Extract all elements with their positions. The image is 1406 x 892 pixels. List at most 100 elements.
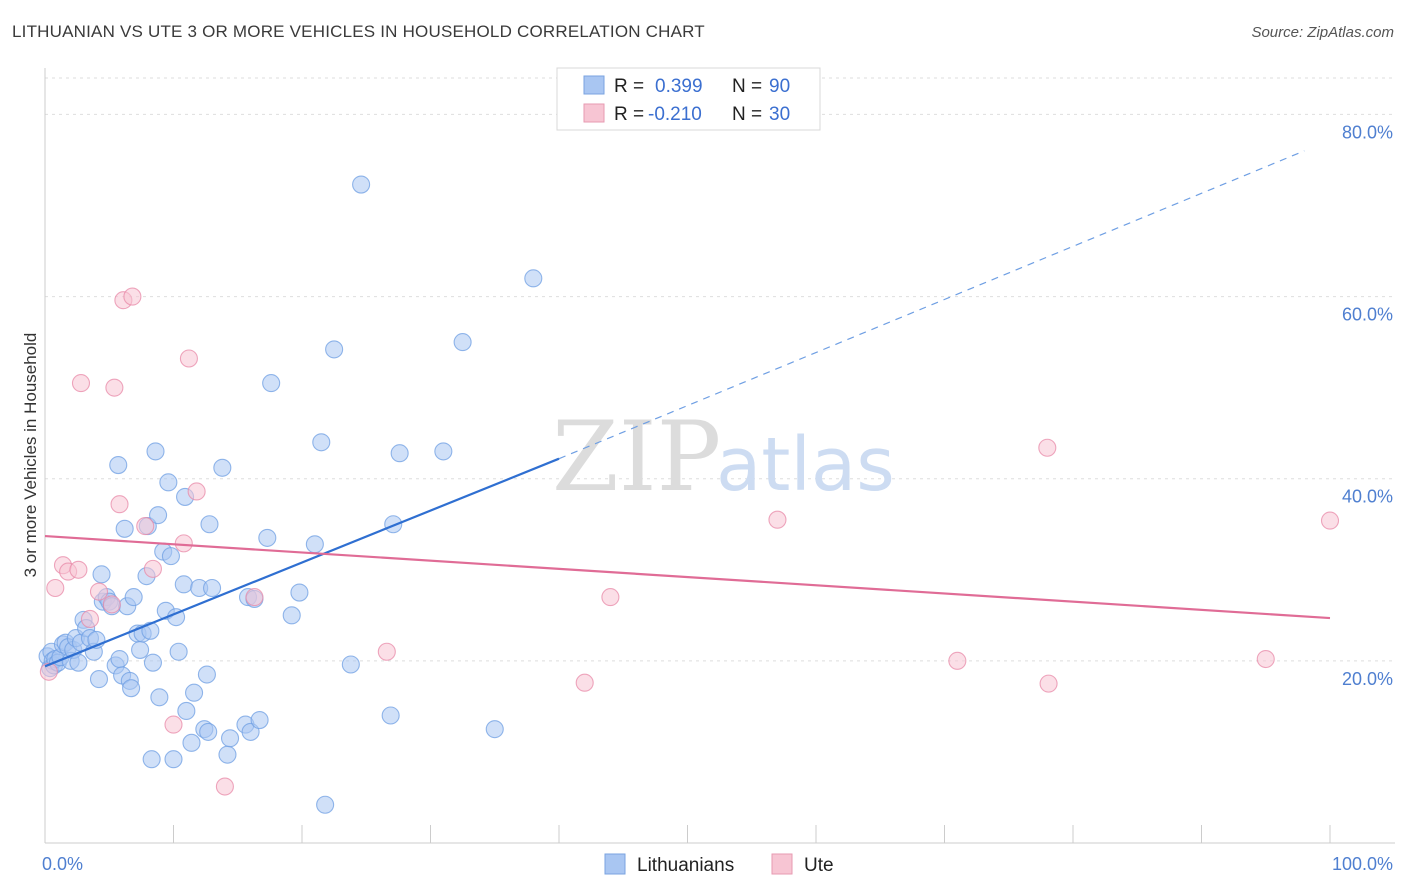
data-point [213, 458, 232, 477]
data-point [174, 575, 193, 594]
gridlines [45, 77, 1395, 662]
bottom-legend: Lithuanians Ute [604, 853, 834, 876]
data-point [258, 528, 277, 547]
data-point [143, 653, 162, 672]
data-point [485, 720, 504, 739]
data-point [102, 595, 121, 614]
legend-r-label-1: R = [614, 76, 644, 97]
data-point [312, 433, 331, 452]
data-point [182, 733, 201, 752]
data-point [89, 670, 109, 689]
watermark-zip: ZIP [552, 401, 721, 513]
chart-title: LITHUANIAN VS UTE 3 OR MORE VEHICLES IN … [12, 22, 705, 41]
trend-lines [44, 150, 1331, 668]
data-point [453, 333, 472, 352]
y-tick-label: 20.0% [1342, 669, 1393, 689]
data-point [143, 559, 162, 578]
axes [44, 68, 1395, 844]
data-point [146, 442, 165, 461]
data-point [1256, 649, 1275, 669]
data-point [124, 588, 143, 607]
data-point [948, 651, 967, 670]
legend: R = 0.399 N = 90 R = -0.210 N = 30 [556, 67, 821, 131]
data-point [316, 795, 335, 814]
data-point [46, 578, 65, 598]
data-point [218, 745, 237, 764]
data-point [325, 340, 344, 359]
data-point [341, 655, 360, 674]
source-credit: Source: ZipAtlas.com [1251, 24, 1394, 41]
data-point [215, 777, 234, 796]
y-tick-label: 40.0% [1342, 487, 1393, 507]
data-point [601, 588, 620, 607]
data-point [179, 349, 198, 368]
data-point [142, 750, 161, 769]
watermark-atlas: atlas [716, 422, 895, 508]
legend-r-label-2: R = [614, 104, 644, 125]
data-point [575, 673, 594, 692]
y-tick-labels: 20.0% 40.0% 60.0% 80.0% [1342, 122, 1393, 688]
data-point [136, 517, 155, 536]
bottom-legend-swatch-lithuanians [604, 853, 626, 875]
y-tick-label: 80.0% [1342, 122, 1393, 142]
y-tick-label: 60.0% [1342, 305, 1393, 325]
y-axis-label: 3 or more Vehicles in Household [21, 333, 40, 578]
data-point [381, 706, 400, 725]
x-tick-labels: 0.0% 100.0% [42, 854, 1393, 874]
legend-r-value-1: 0.399 [655, 76, 703, 97]
data-point [149, 506, 168, 525]
data-point [89, 582, 109, 601]
data-point [203, 578, 222, 598]
data-point [1038, 438, 1057, 457]
data-point [768, 510, 787, 529]
data-points [38, 175, 1340, 814]
series-ute [39, 287, 1340, 796]
legend-swatch-lithuanians [583, 75, 605, 95]
trend-line-lithuanians [44, 457, 560, 668]
data-point [199, 722, 218, 741]
data-point [187, 482, 206, 501]
data-point [71, 374, 91, 393]
legend-swatch-ute [583, 103, 605, 123]
trend-line-ute [44, 534, 1331, 620]
data-point [290, 583, 309, 602]
data-point [109, 456, 128, 475]
legend-n-label-2: N = [732, 104, 762, 125]
data-point [434, 442, 453, 461]
data-point [161, 547, 180, 566]
data-point [262, 374, 281, 393]
data-point [164, 715, 183, 734]
data-point [80, 609, 100, 629]
data-point [282, 606, 301, 625]
legend-r-value-2: -0.210 [648, 104, 702, 125]
data-point [1320, 511, 1340, 530]
data-point [250, 711, 269, 730]
x-tick-label: 0.0% [42, 854, 83, 874]
data-point [164, 750, 183, 769]
data-point [123, 287, 142, 306]
data-point [1039, 674, 1058, 693]
data-point [115, 519, 134, 538]
trend-line-lithuanians-extension [558, 150, 1305, 460]
data-point [39, 662, 58, 681]
data-point [69, 560, 88, 579]
data-point [122, 679, 141, 698]
data-point [105, 378, 124, 397]
legend-n-value-2: 30 [769, 104, 790, 125]
data-point [245, 588, 264, 607]
data-point [131, 640, 150, 659]
data-point [150, 688, 169, 707]
data-point [305, 535, 324, 554]
bottom-legend-label-ute: Ute [804, 855, 834, 876]
x-tick-label: 100.0% [1332, 854, 1393, 874]
data-point [377, 642, 396, 661]
bottom-legend-label-lithuanians: Lithuanians [637, 855, 734, 876]
data-point [110, 495, 129, 514]
data-point [174, 534, 193, 553]
data-point [185, 683, 204, 702]
data-point [220, 729, 240, 748]
data-point [197, 665, 216, 684]
data-point [92, 565, 111, 584]
data-point [352, 175, 371, 194]
data-point [110, 649, 129, 669]
